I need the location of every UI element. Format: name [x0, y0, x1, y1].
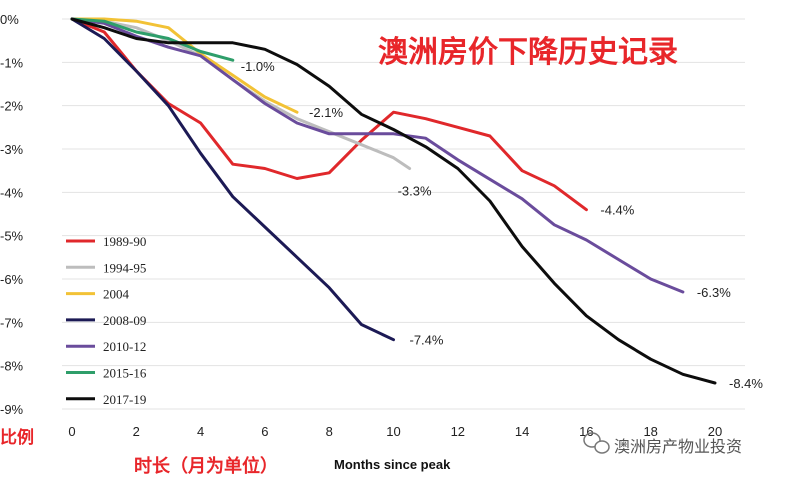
y-tick-label: -8% [0, 359, 24, 374]
end-labels: -4.4% -3.3% -2.1% -7.4% -6.3% -1.0% -8.4% [241, 59, 764, 391]
legend-item-label: 2017-19 [103, 392, 146, 407]
end-label-2017-19: -8.4% [729, 376, 763, 391]
y-tick-label: -2% [0, 99, 24, 114]
legend-item-label: 1994-95 [103, 260, 146, 275]
x-tick-label: 14 [515, 424, 529, 439]
x-tick-label: 8 [326, 424, 333, 439]
y-tick-label: -4% [0, 185, 24, 200]
series-line-2017-19 [70, 17, 717, 385]
x-tick-label: 6 [261, 424, 268, 439]
x-axis-label-cn: 时长（月为单位） [134, 455, 278, 477]
chart-title: 澳洲房价下降历史记录 [378, 35, 678, 70]
x-tick-label: 10 [386, 424, 400, 439]
y-tick-label: -1% [0, 55, 24, 70]
y-tick-label: -3% [0, 142, 24, 157]
series-line-2015-16 [70, 17, 235, 62]
x-axis-label-en: Months since peak [334, 457, 451, 472]
x-tick-label: 16 [579, 424, 593, 439]
x-axis-ticks: 0 2 4 6 8 10 12 14 16 18 20 [68, 424, 722, 439]
watermark-text: 澳洲房产物业投资 [614, 437, 742, 456]
series-line-2010-12 [70, 17, 685, 294]
x-tick-label: 20 [708, 424, 722, 439]
end-label-2004: -2.1% [309, 105, 343, 120]
y-tick-label: -6% [0, 272, 24, 287]
wechat-icon [583, 432, 610, 454]
watermark: 澳洲房产物业投资 [583, 432, 742, 456]
end-label-1994-95: -3.3% [398, 184, 432, 199]
x-tick-label: 12 [451, 424, 465, 439]
series-line-1994-95 [70, 17, 412, 170]
end-label-2008-09: -7.4% [410, 333, 444, 348]
end-label-2010-12: -6.3% [697, 285, 731, 300]
legend-item-label: 1989-90 [103, 234, 146, 249]
legend-item-label: 2010-12 [103, 339, 146, 354]
legend-item-label: 2015-16 [103, 366, 147, 381]
end-label-2015-16: -1.0% [241, 59, 275, 74]
x-tick-label: 2 [133, 424, 140, 439]
y-tick-label: -7% [0, 315, 24, 330]
grid-lines [62, 18, 745, 410]
x-tick-label: 18 [643, 424, 657, 439]
y-tick-label: 0% [0, 12, 19, 27]
legend-item-label: 2004 [103, 287, 130, 302]
y-tick-label: -9% [0, 402, 24, 417]
series-line-2004 [70, 17, 299, 114]
y-axis-ticks: 0% -1% -2% -3% -4% -5% -6% -7% -8% -9% [0, 12, 24, 417]
y-axis-label: 比例 [0, 427, 34, 448]
x-tick-label: 4 [197, 424, 204, 439]
series-lines [70, 17, 717, 385]
end-label-1989-90: -4.4% [600, 203, 634, 218]
series-line-2008-09 [70, 17, 395, 342]
legend: 1989-90 1994-95 2004 2008-09 2010-12 2015-16 2… [66, 234, 147, 407]
x-tick-label: 0 [68, 424, 75, 439]
y-tick-label: -5% [0, 229, 24, 244]
legend-item-label: 2008-09 [103, 313, 146, 328]
